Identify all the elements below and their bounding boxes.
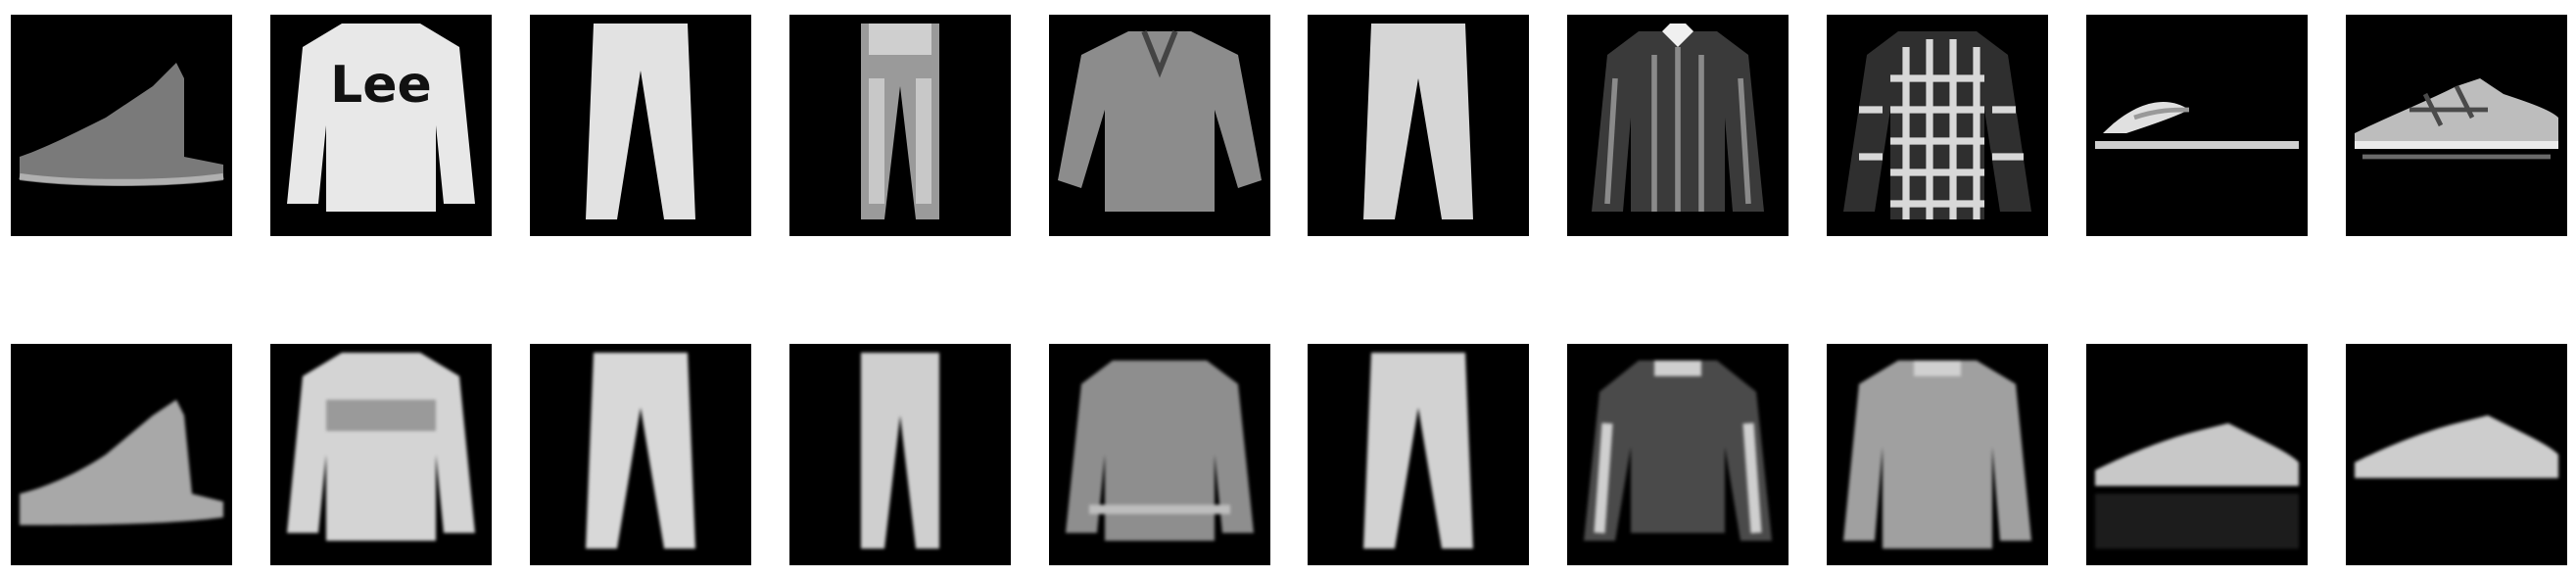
coat-icon <box>1567 15 1789 236</box>
pullover-icon <box>1049 344 1270 565</box>
trouser-icon <box>1308 344 1529 565</box>
sneaker-icon <box>2346 344 2567 565</box>
trouser-icon <box>530 15 751 236</box>
pullover-icon <box>270 344 492 565</box>
shirt-plaid-icon <box>1827 15 2048 236</box>
trouser-icon <box>1308 15 1529 236</box>
trouser-icon <box>789 15 1011 236</box>
pullover-lee-icon: Lee <box>270 15 492 236</box>
trouser-icon <box>530 344 751 565</box>
tshirt-icon <box>1567 344 1789 565</box>
trouser-icon <box>789 344 1011 565</box>
sandal-icon <box>2086 15 2308 236</box>
lee-logo-text: Lee <box>330 56 432 115</box>
pullover-icon <box>1827 344 2048 565</box>
ankle-boot-icon <box>11 15 232 236</box>
sneaker-icon <box>2346 15 2567 236</box>
sneaker-icon <box>2086 344 2308 565</box>
ankle-boot-icon <box>11 344 232 565</box>
shirt-icon <box>1049 15 1270 236</box>
